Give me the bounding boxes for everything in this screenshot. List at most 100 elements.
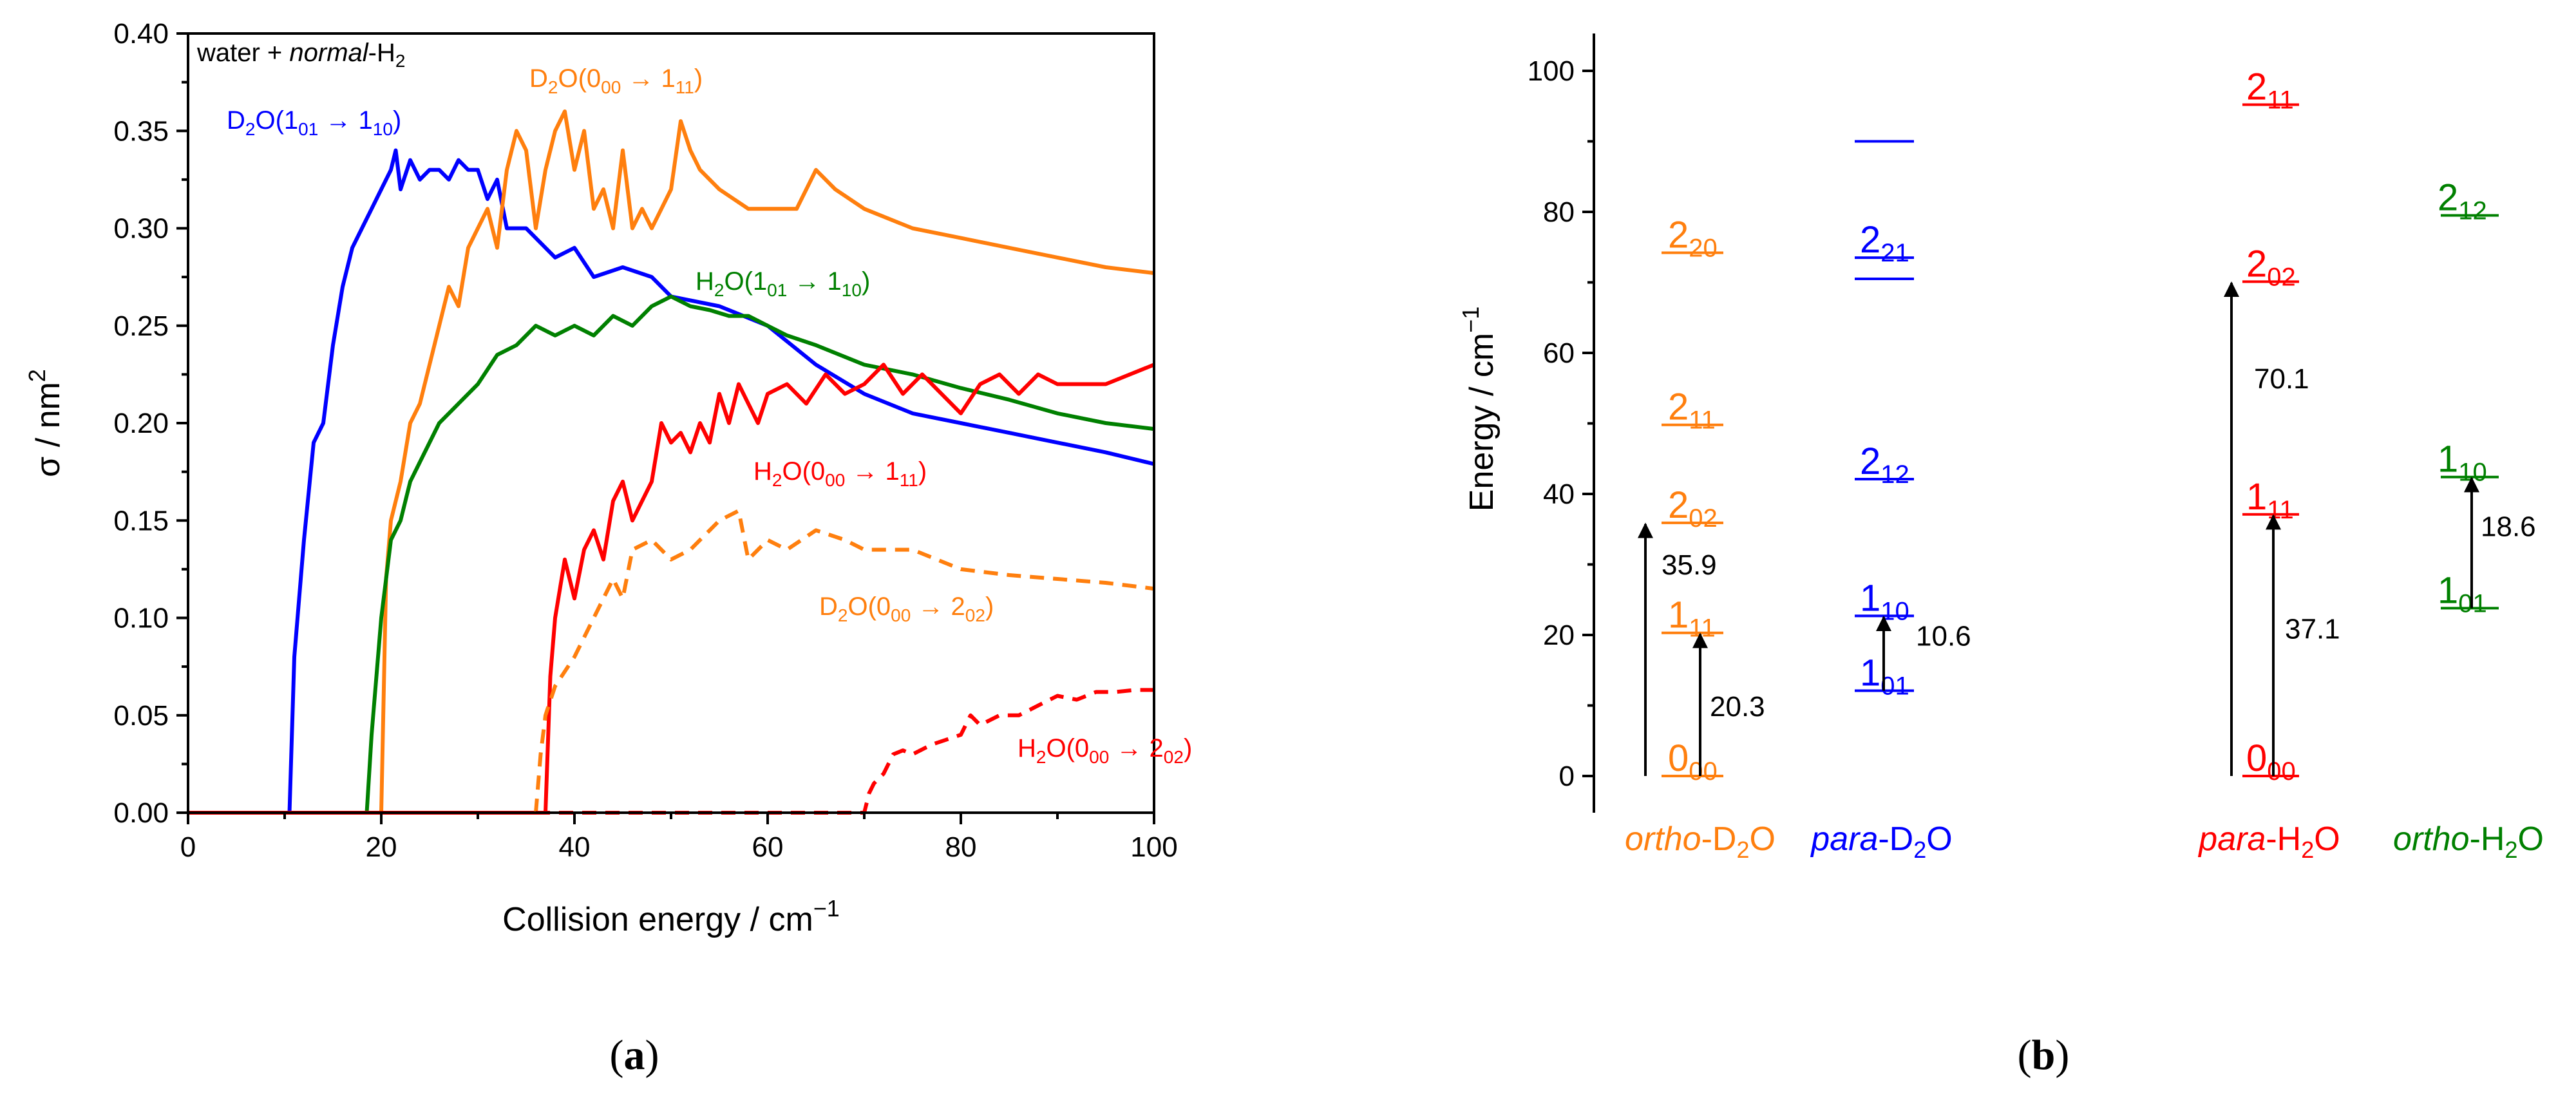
- column-label: para-D2O: [1810, 820, 1952, 863]
- series-label-5: D2O(000 → 202): [819, 592, 994, 625]
- inset-suffix: -H: [368, 39, 395, 67]
- panel-b-y-axis-label: Energy / cm−1: [1457, 307, 1501, 511]
- level-ka-kc: 11: [2267, 496, 2294, 524]
- series-label-1: D2O(101 → 110): [227, 106, 401, 139]
- label-sub3: 11: [676, 77, 694, 97]
- label-main: H: [696, 267, 714, 296]
- level-j: 2: [1668, 386, 1689, 428]
- column-label-italic: ortho: [2393, 820, 2470, 858]
- b-y-tick-label: 80: [1543, 196, 1575, 228]
- label-main: D: [819, 592, 838, 621]
- label-arrow: → 2: [1109, 734, 1163, 762]
- level-j: 0: [1668, 737, 1689, 779]
- series-line-5: [188, 509, 1155, 815]
- column-label: ortho-D2O: [1625, 820, 1776, 863]
- label-sub1: 2: [714, 280, 724, 300]
- energy-level-label: 101: [2438, 569, 2487, 618]
- panel-a-series-labels: D2O(101 → 110)D2O(000 → 111)H2O(101 → 11…: [227, 64, 1192, 767]
- y-axis-label-text: σ / nm: [30, 382, 67, 477]
- column-label-end: O: [1926, 820, 1952, 858]
- label-main: H: [1018, 734, 1036, 762]
- level-j: 1: [1860, 577, 1880, 619]
- series-line-6: [188, 688, 1154, 815]
- transition-energy-label: 18.6: [2481, 511, 2536, 543]
- label-end: ): [1184, 734, 1192, 762]
- label-mid: O(1: [724, 267, 767, 296]
- x-tick-label: 40: [559, 831, 591, 863]
- label-end: ): [985, 592, 994, 621]
- inset-prefix: water +: [196, 39, 289, 67]
- label-arrow: → 1: [845, 457, 899, 486]
- label-sub2: 00: [1089, 747, 1109, 767]
- y-tick-label: 0.20: [113, 408, 169, 439]
- y-axis-label-sup: 2: [24, 369, 50, 382]
- label-sub2: 00: [891, 605, 911, 625]
- energy-level-label: 101: [1860, 652, 1909, 701]
- energy-level-label: 212: [2438, 176, 2487, 225]
- panel-b-y-ticks: 0 20 40 60 80 100: [1528, 55, 1594, 792]
- y-tick-label: 0.40: [113, 18, 169, 50]
- series-label-4: H2O(000 → 111): [753, 457, 927, 490]
- label-sub3: 10: [842, 280, 862, 300]
- column-label-rest: -H: [2266, 820, 2301, 858]
- label-sub2: 01: [767, 280, 787, 300]
- b-y-axis-label-text: Energy / cm: [1463, 333, 1501, 511]
- column-label-rest: -H: [2470, 820, 2505, 858]
- panel-b-close: ): [2055, 1032, 2069, 1079]
- label-main: D: [227, 106, 245, 135]
- y-tick-label: 0.15: [113, 505, 169, 536]
- energy-level-label: 212: [1860, 440, 1909, 489]
- x-tick-label: 80: [945, 831, 977, 863]
- panel-b-energy-levels: 00011120221122035.920.310111021222110.60…: [1638, 66, 2536, 786]
- level-j: 1: [1668, 594, 1689, 636]
- label-end: ): [918, 457, 927, 486]
- label-sub1: 2: [838, 605, 848, 625]
- label-arrow: → 2: [911, 592, 965, 621]
- label-end: ): [393, 106, 401, 135]
- transition-energy-label: 10.6: [1916, 620, 1971, 652]
- level-j: 2: [1860, 440, 1880, 482]
- y-tick-label: 0.30: [113, 213, 169, 245]
- panel-a-inset-label: water + normal-H2: [196, 39, 405, 71]
- level-ka-kc: 01: [1880, 672, 1909, 701]
- series-label-3: H2O(101 → 110): [696, 267, 870, 300]
- level-j: 1: [2246, 476, 2267, 518]
- b-y-tick-label: 20: [1543, 620, 1575, 651]
- panel-a-y-axis-label: σ / nm2: [24, 369, 67, 477]
- b-y-tick-label: 40: [1543, 478, 1575, 510]
- level-j: 0: [2246, 737, 2267, 779]
- panel-a-letter-text: a: [624, 1032, 645, 1079]
- column-label-rest: -D: [1878, 820, 1913, 858]
- series-line-4: [188, 363, 1155, 815]
- y-tick-label: 0.05: [113, 700, 169, 732]
- panel-b-letter-text: b: [2032, 1032, 2056, 1079]
- level-j: 2: [2438, 176, 2458, 218]
- series-line-2: [188, 109, 1155, 815]
- x-tick-label: 60: [752, 831, 784, 863]
- y-tick-label: 0.10: [113, 603, 169, 634]
- label-main: H: [753, 457, 772, 486]
- level-j: 1: [1860, 652, 1880, 694]
- series-label-6: H2O(000 → 202): [1018, 734, 1192, 767]
- label-sub2: 00: [601, 77, 621, 97]
- label-sub3: 10: [373, 119, 393, 139]
- column-label-end: O: [1749, 820, 1775, 858]
- label-sub1: 2: [548, 77, 558, 97]
- panel-a-axes-box: [187, 32, 1155, 814]
- y-tick-label: 0.00: [113, 797, 169, 829]
- energy-level-label: 110: [2438, 439, 2487, 487]
- panel-a-open: (: [610, 1032, 624, 1079]
- level-ka-kc: 20: [1689, 234, 1718, 263]
- energy-level-label: 000: [1668, 737, 1718, 786]
- energy-level-label: 221: [1860, 219, 1909, 267]
- panel-b-open: (: [2018, 1032, 2032, 1079]
- y-tick-label: 0.35: [113, 115, 169, 147]
- energy-level-label: 110: [1860, 577, 1909, 625]
- column-label-sub: 2: [2301, 837, 2314, 863]
- label-sub3: 02: [1164, 747, 1184, 767]
- label-mid: O(0: [558, 64, 601, 93]
- level-j: 2: [2246, 243, 2267, 285]
- x-tick-label: 0: [180, 831, 196, 863]
